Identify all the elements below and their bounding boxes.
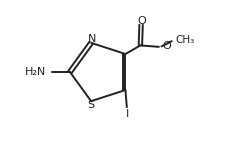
Text: I: I [125, 109, 129, 119]
Text: O: O [137, 16, 146, 26]
Text: O: O [162, 41, 171, 51]
Text: S: S [88, 100, 95, 110]
Text: H₂N: H₂N [25, 67, 46, 77]
Text: N: N [88, 34, 96, 44]
Text: CH₃: CH₃ [175, 35, 194, 45]
